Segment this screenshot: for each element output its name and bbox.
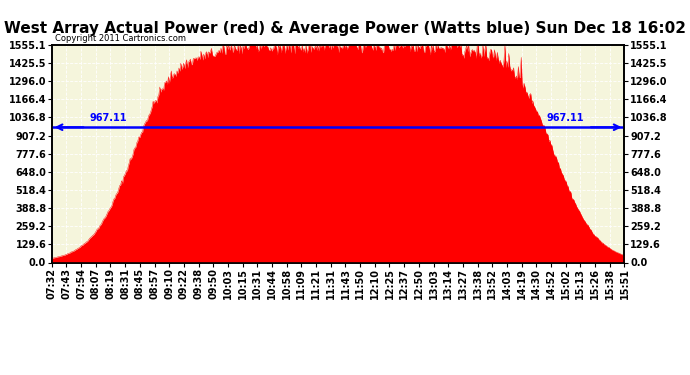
Text: West Array Actual Power (red) & Average Power (Watts blue) Sun Dec 18 16:02: West Array Actual Power (red) & Average …	[4, 21, 686, 36]
Text: 967.11: 967.11	[546, 113, 584, 123]
Text: Copyright 2011 Cartronics.com: Copyright 2011 Cartronics.com	[55, 34, 186, 43]
Text: 967.11: 967.11	[89, 113, 126, 123]
